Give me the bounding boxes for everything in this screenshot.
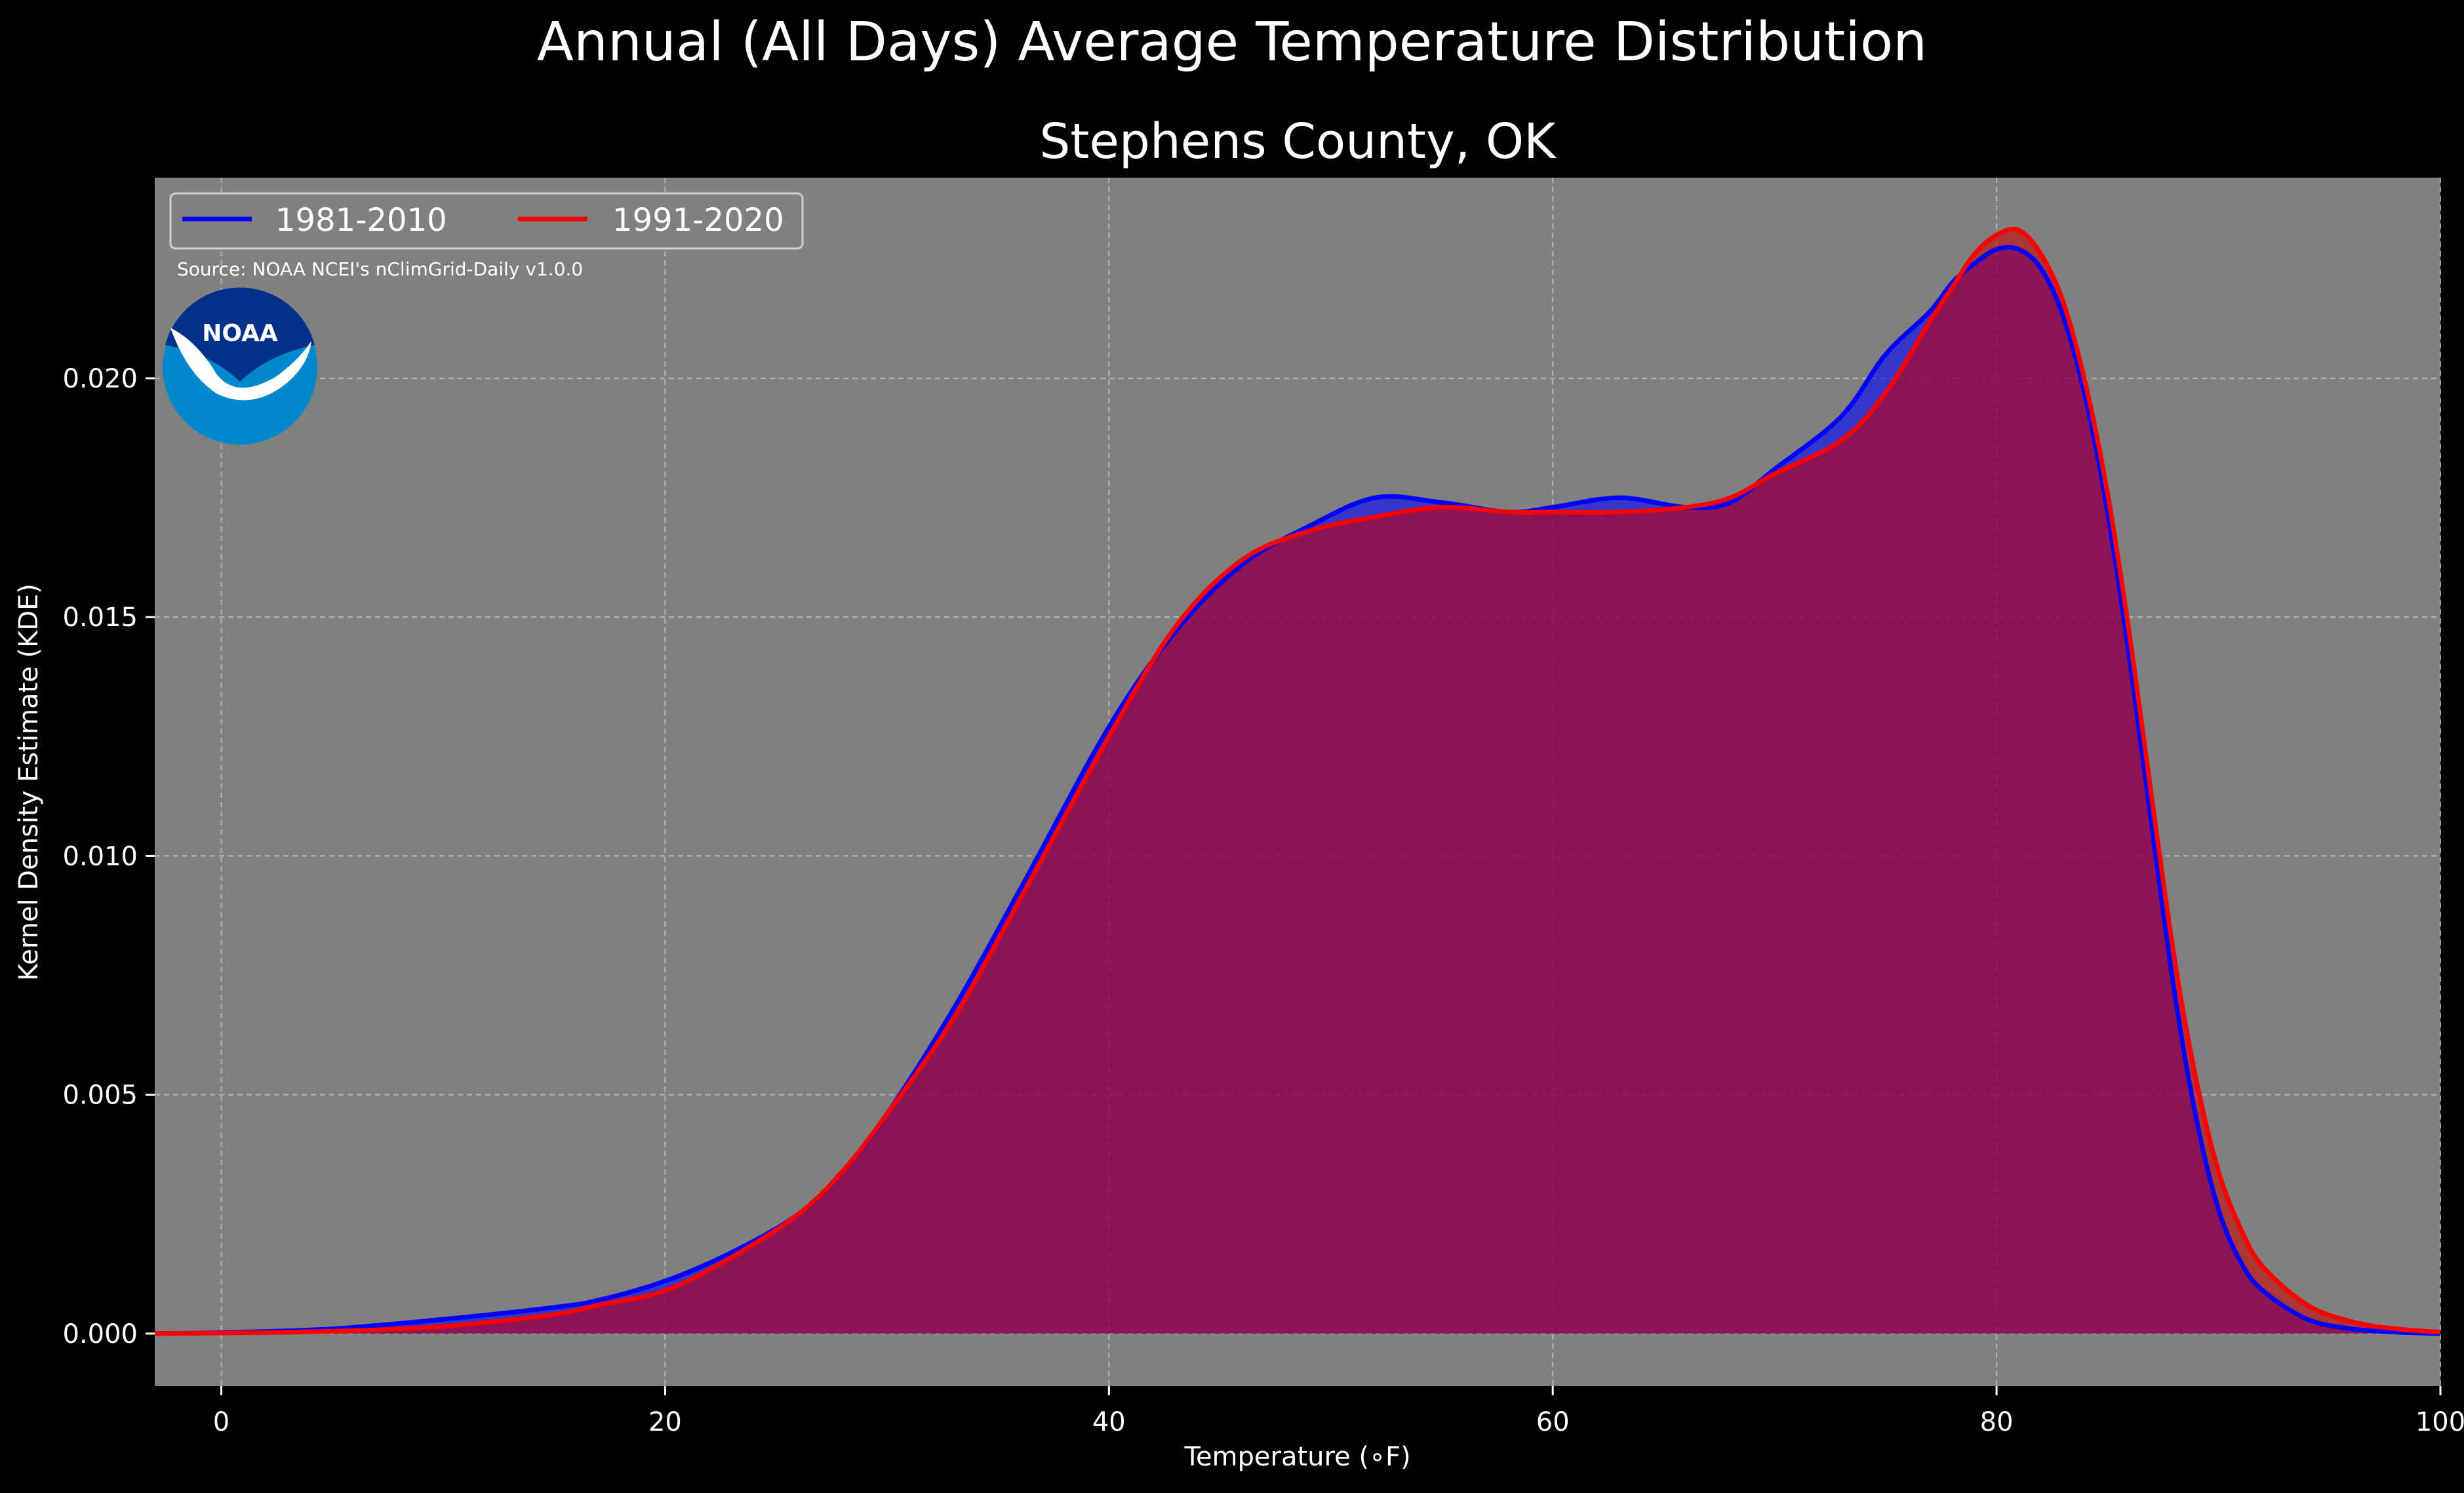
x-tick-label: 40 — [1092, 1407, 1126, 1437]
y-tick-label: 0.020 — [62, 364, 138, 394]
x-axis-ticks: 0 20 40 60 80 100 — [213, 1386, 2464, 1437]
chart-title: Annual (All Days) Average Temperature Di… — [537, 11, 1927, 73]
legend: 1981-2010 1991-2020 — [169, 192, 804, 250]
series-line-1991-2020 — [155, 226, 2440, 1336]
y-tick-label: 0.005 — [62, 1081, 138, 1111]
legend-box — [169, 192, 804, 250]
x-axis-label: Temperature (∘F) — [1183, 1442, 1410, 1472]
x-tick-label: 100 — [2415, 1407, 2464, 1437]
x-tick-label: 0 — [213, 1407, 229, 1437]
x-tick-label: 20 — [648, 1407, 682, 1437]
series-layer — [155, 226, 2440, 1336]
x-tick-label: 60 — [1536, 1407, 1570, 1437]
chart-subtitle: Stephens County, OK — [1039, 113, 1557, 170]
legend-label-1991-2020: 1991-2020 — [612, 202, 784, 239]
legend-label-1981-2010: 1981-2010 — [275, 202, 447, 239]
noaa-logo: NOAA — [163, 287, 317, 445]
y-tick-label: 0.000 — [62, 1319, 138, 1349]
y-tick-label: 0.015 — [62, 603, 138, 633]
x-tick-label: 80 — [1980, 1407, 2014, 1437]
noaa-logo-text: NOAA — [202, 320, 278, 347]
y-tick-label: 0.010 — [62, 841, 138, 871]
area-fill-1991-2020 — [155, 229, 2440, 1334]
source-annotation: Source: NOAA NCEI's nClimGrid-Daily v1.0… — [177, 258, 583, 280]
y-axis-ticks: 0.000 0.005 0.010 0.015 0.020 — [62, 364, 155, 1349]
y-axis-label: Kernel Density Estimate (KDE) — [14, 584, 44, 981]
